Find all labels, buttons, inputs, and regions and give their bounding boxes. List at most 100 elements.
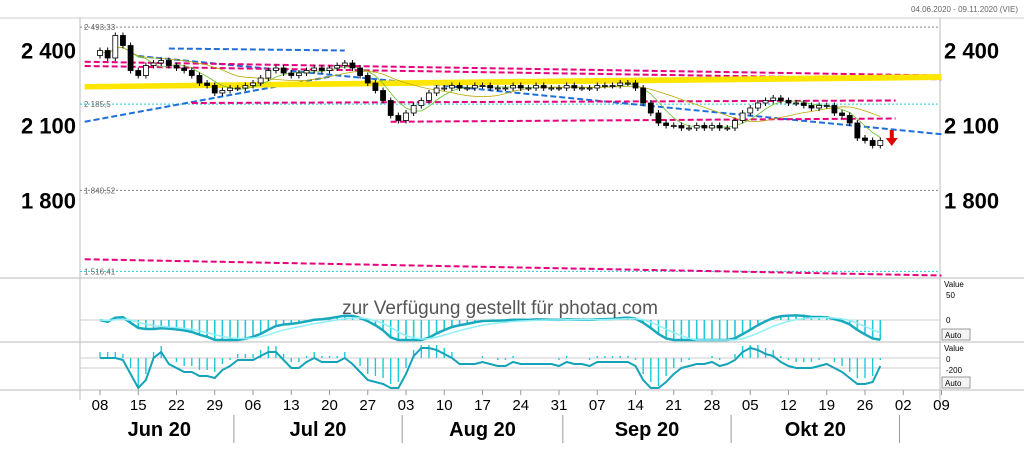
- candle: [533, 85, 539, 89]
- candle: [464, 87, 471, 90]
- candle: [571, 85, 578, 89]
- candle: [471, 85, 478, 89]
- date-range-label: 04.06.2020 - 09.11.2020 (VIE): [911, 5, 1018, 14]
- ind2-tick-0: 0: [946, 355, 951, 364]
- reference-label: 2 493,33: [84, 23, 116, 32]
- x-tick-label: 17: [474, 397, 491, 414]
- ind1-tick-50: 50: [946, 291, 955, 300]
- y-tick-label-left: 1 800: [21, 189, 76, 214]
- candle: [732, 120, 738, 129]
- y-tick-label-left: 2 100: [21, 114, 76, 139]
- ind1-line: [99, 314, 881, 342]
- candle: [877, 140, 884, 146]
- candle: [755, 102, 761, 109]
- candle: [816, 105, 822, 109]
- candle: [487, 85, 494, 89]
- candle: [602, 85, 608, 87]
- candle: [456, 85, 463, 89]
- x-tick-label: 22: [168, 397, 185, 414]
- candle: [831, 105, 838, 114]
- candle: [418, 100, 425, 106]
- candle: [120, 35, 126, 46]
- candle: [257, 77, 264, 84]
- candle: [303, 70, 310, 74]
- candle: [250, 82, 256, 86]
- candle: [770, 97, 777, 101]
- candle: [387, 100, 394, 116]
- candle: [372, 82, 379, 91]
- month-label: Jun 20: [128, 419, 191, 441]
- trendline: [84, 60, 942, 77]
- ind2-auto-box[interactable]: [941, 376, 971, 389]
- candle: [586, 87, 593, 90]
- month-label: Jul 20: [290, 419, 347, 441]
- x-tick-label: 31: [551, 397, 568, 414]
- reference-levels: 2 493,33 2 185,5 1 840,52 1 516,41: [80, 23, 940, 276]
- candle: [563, 85, 570, 89]
- candle: [663, 122, 669, 126]
- candle: [777, 97, 784, 101]
- candle: [265, 70, 272, 79]
- candle: [525, 87, 532, 90]
- y-tick-label-right: 2 400: [944, 39, 999, 64]
- x-tick-label: 19: [818, 397, 835, 414]
- candle: [556, 87, 562, 90]
- indicator-2: [80, 345, 940, 390]
- x-tick-label: 15: [130, 397, 147, 414]
- candle: [846, 115, 853, 124]
- x-tick-label: 20: [321, 397, 338, 414]
- candle: [204, 82, 211, 86]
- x-tick-label: 03: [398, 397, 415, 414]
- candle: [364, 75, 371, 84]
- trendline: [390, 117, 896, 123]
- candle: [709, 125, 715, 129]
- candle: [594, 85, 601, 89]
- candle: [234, 87, 241, 90]
- candle: [295, 72, 302, 76]
- ind2-auto-label: Auto: [945, 379, 962, 388]
- candle: [158, 60, 165, 64]
- ind2-value-label: Value: [944, 344, 964, 353]
- ind1-value-label: Value: [944, 280, 964, 289]
- candle: [196, 75, 203, 84]
- x-tick-label: 07: [589, 397, 606, 414]
- candle: [739, 112, 746, 121]
- candle: [716, 125, 723, 129]
- candle: [678, 125, 685, 129]
- candle: [640, 87, 647, 104]
- x-tick-label: 08: [92, 397, 109, 414]
- y-tick-label-right: 1 800: [944, 189, 999, 214]
- candle: [579, 87, 585, 90]
- moving-average-line: [99, 46, 881, 122]
- candle: [104, 50, 111, 59]
- candle: [357, 67, 364, 76]
- candle: [219, 90, 226, 94]
- candle: [97, 50, 103, 56]
- candle: [724, 127, 731, 130]
- candle: [341, 62, 348, 66]
- signal-arrow-group: [885, 130, 898, 146]
- candle: [548, 87, 555, 90]
- ind1-auto-box[interactable]: [941, 328, 971, 341]
- candle: [655, 112, 662, 124]
- ind2-line: [100, 346, 882, 390]
- ind1-auto-label: Auto: [945, 331, 962, 340]
- candle: [540, 85, 547, 89]
- candles: [97, 32, 884, 149]
- month-label: Sep 20: [615, 419, 679, 441]
- candle: [318, 67, 325, 71]
- watermark: zur Verfügung gestellt für photaq.com: [342, 298, 658, 319]
- candle: [494, 87, 501, 90]
- candle: [433, 87, 440, 94]
- x-tick-label: 05: [742, 397, 759, 414]
- candle: [785, 100, 792, 104]
- candle: [479, 85, 486, 87]
- reference-label: 1 516,41: [84, 267, 116, 276]
- ind1-tick-0: 0: [946, 316, 951, 325]
- candle: [609, 85, 616, 87]
- x-tick-label: 12: [780, 397, 797, 414]
- trendline: [84, 74, 942, 88]
- candle: [135, 70, 142, 76]
- candle: [142, 65, 149, 76]
- candle: [869, 140, 876, 146]
